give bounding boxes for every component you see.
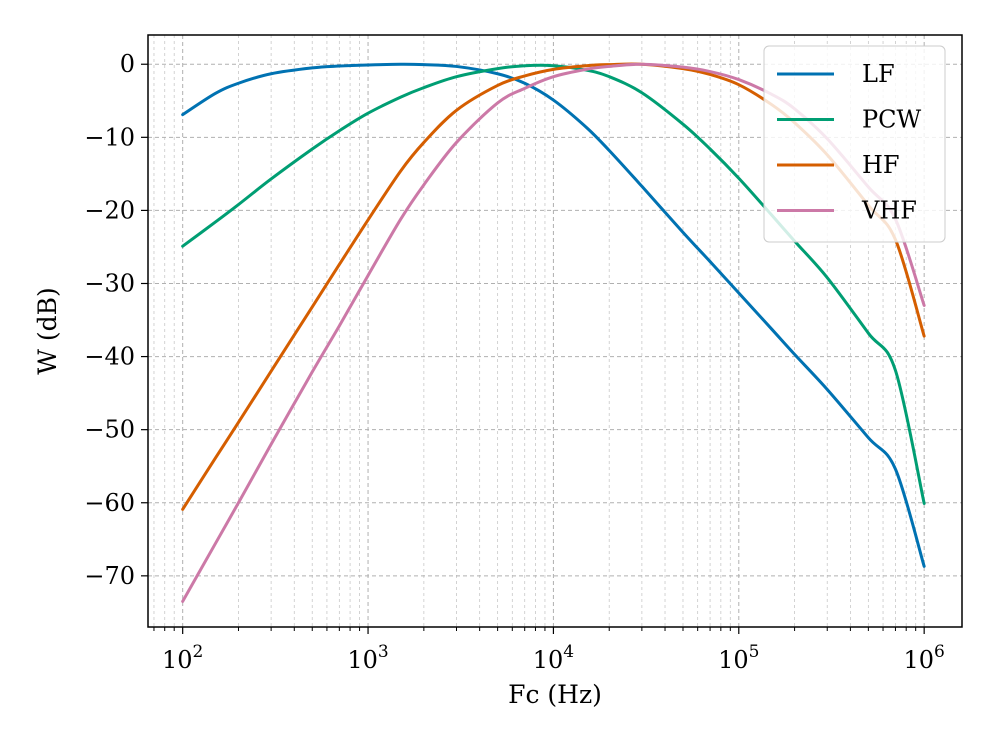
legend-label-hf: HF — [862, 151, 900, 179]
x-tick-label: 106 — [903, 642, 944, 674]
y-tick-labels: 0 −10 −20 −30 −40 −50 −60 −70 — [84, 50, 135, 590]
y-tick-label: −10 — [84, 123, 135, 151]
y-tick-label: −50 — [84, 416, 135, 444]
series-line-pcw — [181, 63, 926, 505]
legend-label-vhf: VHF — [861, 197, 917, 225]
axis-ticks — [141, 63, 925, 634]
plot-frame — [147, 34, 963, 628]
x-tick-labels: 102 103 104 105 106 — [162, 642, 945, 674]
y-tick-label: −60 — [84, 489, 135, 517]
series-line-lf — [181, 62, 926, 568]
x-axis-title: Fc (Hz) — [508, 680, 602, 709]
legend-label-pcw: PCW — [862, 106, 922, 134]
x-tick-label: 103 — [347, 642, 388, 674]
x-tick-label: 105 — [718, 642, 759, 674]
legend-label-lf: LF — [862, 60, 895, 88]
y-axis-title: W (dB) — [33, 287, 62, 375]
y-tick-label: 0 — [120, 50, 135, 78]
legend-box — [763, 45, 946, 243]
x-tick-label: 104 — [533, 642, 574, 674]
y-tick-label: −30 — [84, 269, 135, 297]
grid — [148, 35, 962, 627]
y-tick-label: −20 — [84, 196, 135, 224]
legend: LF PCW HF VHF — [763, 45, 946, 243]
y-tick-label: −40 — [84, 343, 135, 371]
x-tick-label: 102 — [162, 642, 203, 674]
y-tick-label: −70 — [84, 562, 135, 590]
